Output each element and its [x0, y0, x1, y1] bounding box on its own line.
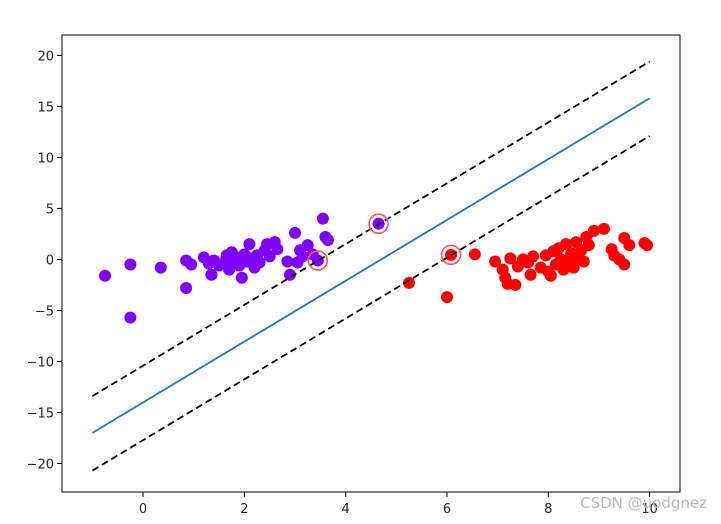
class-0-point [311, 254, 324, 267]
support-vector-ring [307, 250, 329, 271]
y-tick-label: 20 [37, 49, 54, 64]
class-0-point [124, 311, 137, 324]
axes-frame [61, 34, 681, 493]
class-0-point [124, 258, 137, 271]
class-0-point [289, 226, 302, 239]
class-0-point [235, 271, 248, 284]
axis-ticks: 0 2 4 6 8 10 −20 −15 −10 −5 0 5 10 15 20 [27, 49, 658, 517]
class-1-point [582, 239, 595, 252]
class-0-point [321, 234, 334, 247]
class-0-point [301, 239, 314, 252]
class-0-point [281, 255, 294, 268]
class-1-point [504, 252, 517, 265]
class-1-point [440, 291, 453, 304]
class-1-point [598, 222, 611, 235]
y-tick-label: 0 [46, 253, 54, 268]
x-tick-label: 8 [544, 502, 552, 517]
class-1-point [587, 224, 600, 237]
support-vector-ring [440, 244, 462, 266]
class-1-point [468, 248, 481, 261]
x-tick-label: 4 [342, 502, 350, 517]
class-1-point [544, 269, 557, 282]
class-0-point [154, 261, 167, 274]
x-tick-label: 6 [443, 502, 451, 517]
class-1-point [641, 239, 654, 252]
class-0-point [271, 243, 284, 256]
margin-lower-line [91, 135, 651, 472]
x-tick-label: 0 [139, 502, 147, 517]
y-tick-label: −5 [35, 304, 54, 319]
plot-area [91, 60, 654, 472]
x-tick-label: 10 [641, 502, 658, 517]
y-tick-label: −20 [27, 457, 54, 472]
class-1-point [509, 278, 522, 291]
class-1-point [524, 268, 537, 281]
x-tick-label: 2 [240, 502, 248, 517]
class-1-point [623, 239, 636, 252]
support-vector-ring [368, 213, 389, 235]
class-1-point [402, 276, 415, 289]
class-1-point [577, 255, 590, 268]
class-1-point [618, 258, 631, 271]
class-0-point [253, 256, 266, 269]
y-tick-label: 10 [37, 151, 54, 166]
y-tick-label: 15 [37, 100, 54, 115]
class-0-point [263, 250, 276, 263]
watermark: CSDN @uodgnez [580, 494, 707, 512]
class-0-point [185, 258, 198, 271]
class-1-point [527, 250, 540, 263]
class-0-point [283, 268, 296, 281]
y-tick-label: −15 [27, 406, 54, 421]
y-tick-label: 5 [46, 202, 54, 217]
class-1-point [567, 261, 580, 274]
class-1-point [489, 255, 502, 268]
class-1-point [560, 238, 573, 251]
class-0-point [296, 250, 309, 263]
class-0-point [243, 238, 256, 251]
class-0-point [205, 268, 218, 281]
class-0-point [99, 269, 112, 282]
y-tick-label: −10 [27, 355, 54, 370]
class-0-point [180, 281, 193, 294]
class-0-point [316, 212, 329, 225]
decision-boundary-line [91, 97, 651, 434]
